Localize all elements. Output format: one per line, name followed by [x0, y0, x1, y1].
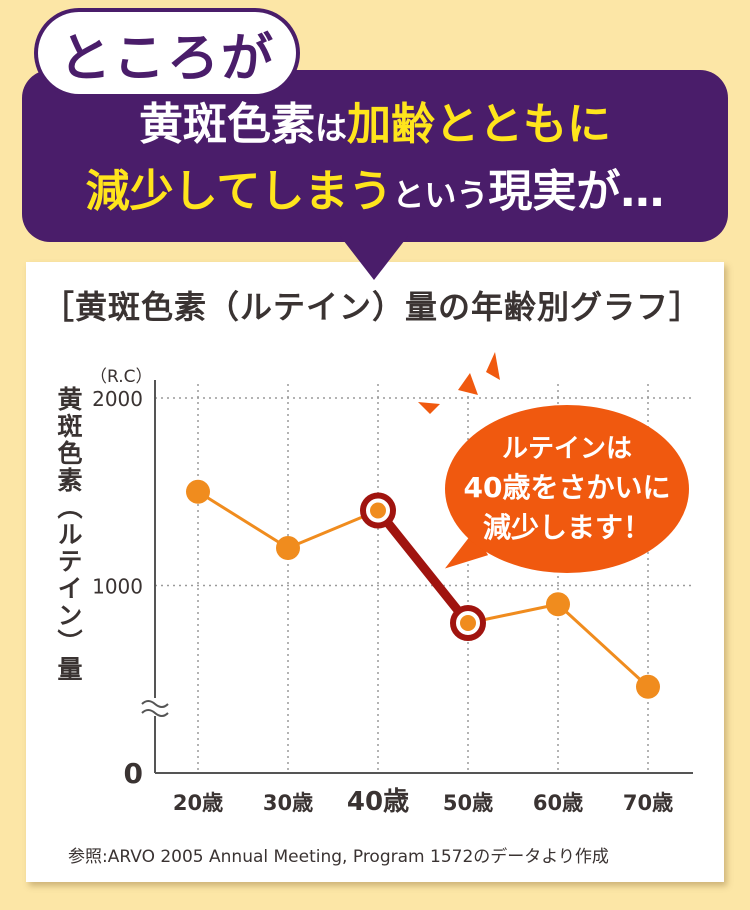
headline-banner — [22, 70, 728, 242]
emphasis-ray — [486, 352, 500, 380]
headline: 黄斑色素は加齢とともに 減少してしまうという現実が… — [22, 96, 728, 224]
chart-title: ［黄斑色素（ルテイン）量の年齢別グラフ］ — [42, 288, 703, 326]
callout-line-1: ルテインは — [501, 434, 632, 464]
headline-text-1a: 黄斑色素 — [138, 99, 315, 150]
chart-card — [26, 262, 724, 882]
axis-break-gap — [141, 698, 169, 716]
series-segment-highlight — [373, 506, 473, 628]
data-point — [186, 479, 210, 504]
data-point — [460, 615, 476, 631]
data-point — [276, 536, 300, 560]
headline-banner-tail — [340, 236, 408, 280]
data-point — [636, 674, 660, 699]
emphasis-ray — [418, 402, 440, 414]
y-unit-label: （R.C） — [90, 367, 153, 387]
headline-text-1c: 加齢とともに — [347, 99, 611, 150]
x-tick-label: 20歳 — [173, 791, 223, 815]
headline-line-1: 黄斑色素は加齢とともに — [22, 96, 728, 157]
callout-line-2: 40歳をさかいに — [463, 471, 671, 504]
axis-break-mark — [141, 709, 169, 717]
headline-text-2a: 減少してしまう — [85, 166, 393, 217]
data-point — [546, 592, 570, 617]
callout-bubble: ルテインは 40歳をさかいに 減少します！ — [445, 405, 689, 573]
x-tick-label: 60歳 — [533, 791, 583, 815]
series-segment — [196, 490, 290, 550]
x-tick-label: 50歳 — [443, 791, 493, 815]
data-point — [370, 502, 386, 519]
emphasis-ray — [458, 373, 478, 395]
y-tick-label: 0 — [124, 757, 143, 790]
callout-line-3: 減少します！ — [482, 511, 651, 544]
source-note: 参照:ARVO 2005 Annual Meeting, Program 157… — [68, 847, 609, 867]
tokoroga-text: ところが — [58, 28, 275, 89]
headline-text-2b: という — [392, 176, 489, 214]
y-axis-label: 黄斑色素（ルテイン）量 — [54, 386, 83, 683]
headline-text-2c: 現実が… — [488, 166, 665, 217]
y-tick-label: 2000 — [92, 387, 143, 411]
axis-break-mark — [141, 700, 169, 708]
y-tick-label: 1000 — [92, 575, 143, 599]
x-tick-label: 70歳 — [623, 791, 673, 815]
tokoroga-badge: ところが — [38, 12, 296, 94]
x-tick-label: 40歳 — [347, 787, 409, 817]
headline-text-1b: は — [314, 109, 347, 147]
x-tick-label: 30歳 — [263, 791, 313, 815]
series-segment — [556, 602, 650, 689]
headline-line-2: 減少してしまうという現実が… — [22, 163, 728, 224]
